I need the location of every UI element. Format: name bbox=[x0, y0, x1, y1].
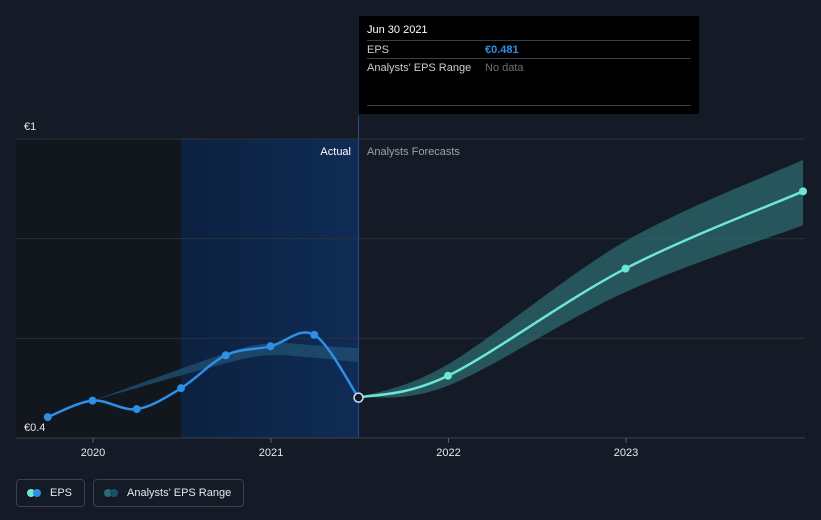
tooltip-eps-value: €0.481 bbox=[485, 43, 519, 56]
legend-eps-label: EPS bbox=[50, 487, 73, 499]
x-tick-label: 2020 bbox=[81, 447, 105, 459]
highlighted-eps-point bbox=[353, 392, 364, 403]
eps-data-point bbox=[43, 413, 52, 422]
legend-range-toggle[interactable]: Analysts' EPS Range bbox=[93, 479, 245, 507]
forecast-section-label: Analysts Forecasts bbox=[367, 146, 460, 158]
tooltip-eps-label: EPS bbox=[367, 43, 390, 56]
tooltip: Jun 30 2021 EPS €0.481 Analysts' EPS Ran… bbox=[359, 16, 699, 114]
y-axis-label-max: €1 bbox=[24, 121, 36, 133]
range-legend-icon bbox=[104, 489, 120, 497]
actual-highlight-region bbox=[181, 139, 359, 438]
eps-legend-icon bbox=[27, 489, 43, 497]
x-tick-label: 2022 bbox=[436, 447, 460, 459]
tooltip-range-value: No data bbox=[485, 61, 524, 74]
tooltip-date: Jun 30 2021 bbox=[367, 24, 428, 36]
eps-data-point bbox=[132, 405, 141, 414]
chart-legend: EPS Analysts' EPS Range bbox=[16, 479, 245, 507]
eps-data-point bbox=[266, 342, 275, 351]
tooltip-range-label: Analysts' EPS Range bbox=[367, 61, 472, 74]
eps-data-point bbox=[177, 384, 186, 393]
legend-range-label: Analysts' EPS Range bbox=[127, 487, 232, 499]
eps-data-point bbox=[221, 351, 230, 360]
eps-data-point bbox=[310, 330, 319, 339]
eps-data-point bbox=[88, 396, 97, 405]
eps-range-band-forecast bbox=[358, 159, 804, 398]
past-shaded-region bbox=[16, 139, 182, 438]
eps-data-point bbox=[444, 371, 453, 380]
x-tick-label: 2021 bbox=[259, 447, 283, 459]
tooltip-row-range: Analysts' EPS Range No data bbox=[367, 58, 691, 76]
tooltip-row-eps: EPS €0.481 bbox=[367, 40, 691, 58]
actual-section-label: Actual bbox=[320, 146, 351, 158]
y-axis-label-min: €0.4 bbox=[24, 422, 45, 434]
eps-data-point bbox=[799, 187, 808, 196]
eps-data-point bbox=[621, 264, 630, 273]
tooltip-divider bbox=[367, 105, 691, 106]
eps-line-forecast bbox=[358, 190, 804, 399]
legend-eps-toggle[interactable]: EPS bbox=[16, 479, 86, 507]
x-tick-label: 2023 bbox=[614, 447, 638, 459]
